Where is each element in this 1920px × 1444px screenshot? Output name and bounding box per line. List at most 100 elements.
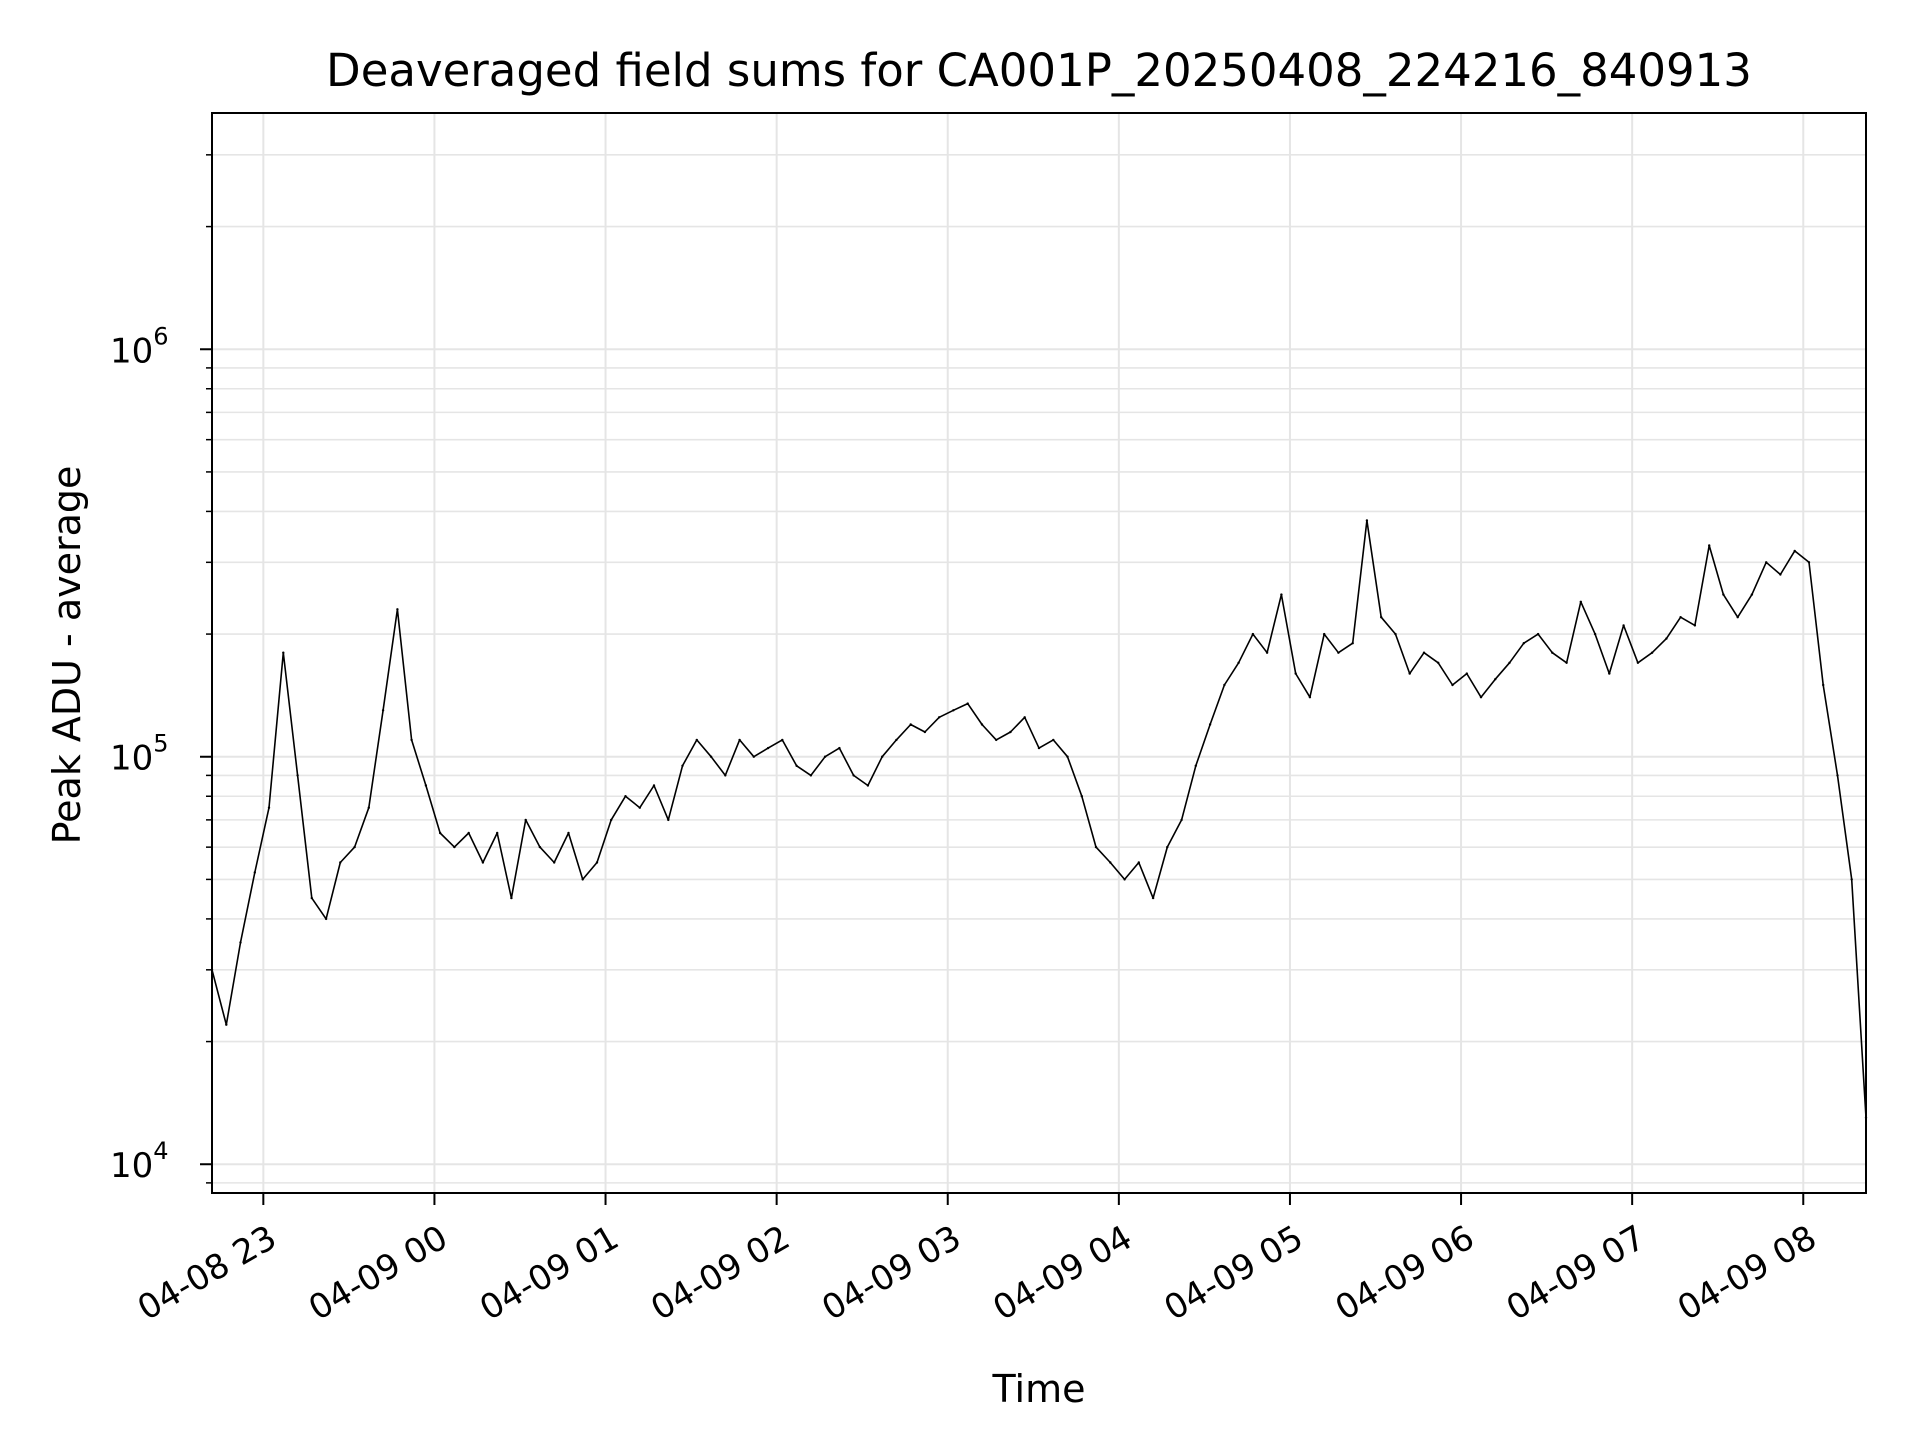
data-point (1009, 730, 1012, 734)
data-point (1123, 878, 1126, 881)
data-point (1793, 549, 1796, 553)
data-point (1779, 573, 1782, 576)
data-point (624, 795, 627, 798)
data-point (239, 941, 242, 944)
data-point (1094, 845, 1098, 849)
plot-frame (211, 112, 1867, 1194)
x-axis-label: Time (992, 1367, 1086, 1411)
data-point (1451, 683, 1454, 687)
data-point (339, 861, 342, 864)
data-point (595, 861, 599, 864)
data-point (766, 746, 770, 750)
data-point (253, 871, 256, 874)
data-point (995, 738, 998, 742)
data-point (1551, 651, 1554, 654)
data-point (1650, 651, 1654, 654)
y-tick-base: 10 (110, 331, 153, 371)
data-point (866, 784, 870, 787)
data-point (667, 818, 670, 822)
data-point (938, 716, 941, 719)
data-point (638, 806, 641, 809)
data-point (752, 755, 755, 758)
data-point (852, 774, 855, 777)
data-point (581, 878, 584, 881)
data-point (1294, 672, 1297, 675)
data-point (467, 831, 470, 835)
data-point (795, 764, 798, 767)
series-layer (210, 519, 1868, 1120)
data-point (1308, 696, 1312, 699)
data-point (538, 845, 542, 849)
data-point (1237, 661, 1240, 664)
data-point (1151, 896, 1155, 900)
data-point (980, 723, 984, 726)
data-point (524, 818, 527, 822)
data-point (1166, 845, 1169, 849)
data-point (424, 784, 428, 787)
grid-layer (212, 113, 1866, 1193)
data-point (1736, 616, 1739, 619)
data-point (396, 608, 399, 611)
data-point (738, 738, 741, 742)
data-point (1807, 561, 1811, 564)
data-point (1665, 637, 1668, 640)
data-point (296, 774, 299, 777)
data-point (1023, 716, 1026, 719)
data-point (267, 806, 271, 809)
data-point (838, 746, 841, 750)
data-point (809, 774, 813, 777)
data-point (1765, 561, 1768, 564)
data-point (1223, 683, 1226, 687)
data-point (709, 755, 713, 758)
data-point (1180, 818, 1183, 822)
data-point (610, 818, 613, 822)
data-point (1622, 624, 1625, 627)
data-point (410, 738, 413, 742)
data-point (1437, 661, 1440, 664)
data-point (1708, 544, 1711, 547)
data-point (310, 896, 313, 900)
data-point (1565, 661, 1568, 664)
y-tick-label: 104 (110, 1137, 169, 1186)
data-point (1037, 746, 1041, 750)
data-point (1052, 738, 1055, 742)
data-point (1636, 661, 1640, 664)
data-point (225, 1023, 228, 1026)
data-point (510, 896, 513, 900)
data-point (1822, 683, 1825, 687)
y-tick-exponent: 4 (153, 1137, 168, 1165)
y-tick-base: 10 (110, 1146, 153, 1186)
data-point (1408, 672, 1411, 675)
data-point (353, 845, 356, 849)
data-point (1422, 651, 1426, 654)
data-point (324, 917, 328, 921)
data-point (1508, 661, 1511, 664)
data-point (282, 651, 285, 654)
data-point (1323, 632, 1326, 636)
data-point (1080, 795, 1084, 798)
data-point (1836, 774, 1839, 777)
data-point (652, 784, 656, 787)
data-point (909, 723, 912, 726)
data-point (1593, 632, 1597, 636)
data-point (1380, 616, 1383, 619)
data-point (553, 861, 556, 864)
data-point (895, 738, 898, 742)
data-point (453, 845, 456, 849)
data-point (1679, 616, 1682, 619)
y-tick-exponent: 5 (153, 730, 168, 758)
data-point (1522, 642, 1526, 645)
data-point (1479, 696, 1483, 699)
data-point (881, 755, 884, 758)
data-point (367, 806, 370, 809)
data-point (1394, 632, 1397, 636)
data-point (1265, 651, 1269, 654)
data-point (381, 709, 385, 712)
data-point (681, 764, 684, 767)
data-point (1693, 624, 1697, 627)
data-point (1579, 600, 1583, 603)
data-point (1137, 861, 1141, 864)
